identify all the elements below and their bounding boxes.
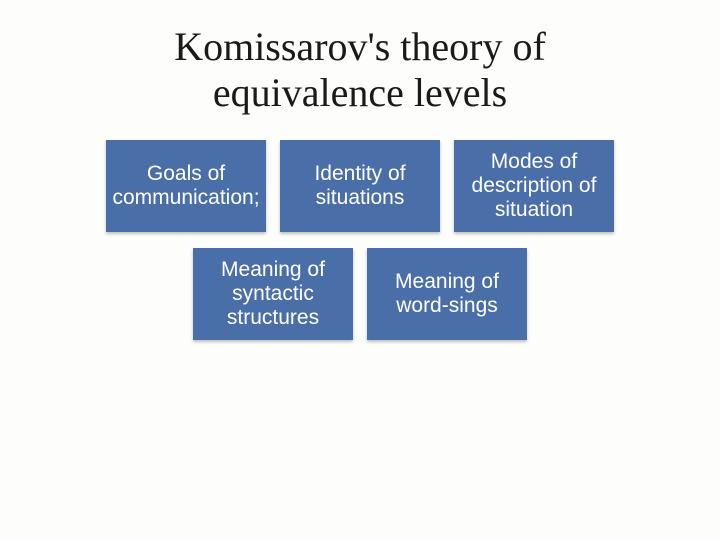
slide-title: Komissarov's theory of equivalence level… — [76, 24, 644, 116]
card-goals-of-communication: Goals of communication; — [106, 140, 266, 232]
card-label: Meaning of word-sings — [373, 270, 521, 318]
card-label: Goals of communication; — [112, 162, 260, 210]
card-label: Meaning of syntactic structures — [199, 258, 347, 330]
card-label: Identity of situations — [286, 162, 434, 210]
card-modes-of-description: Modes of description of situation — [454, 140, 614, 232]
card-identity-of-situations: Identity of situations — [280, 140, 440, 232]
slide: Komissarov's theory of equivalence level… — [0, 0, 720, 540]
card-label: Modes of description of situation — [460, 150, 608, 222]
row-1: Goals of communication; Identity of situ… — [106, 140, 614, 232]
diagram-rows: Goals of communication; Identity of situ… — [36, 140, 684, 340]
card-meaning-word-signs: Meaning of word-sings — [367, 248, 527, 340]
row-2: Meaning of syntactic structures Meaning … — [193, 248, 527, 340]
card-meaning-syntactic-structures: Meaning of syntactic structures — [193, 248, 353, 340]
